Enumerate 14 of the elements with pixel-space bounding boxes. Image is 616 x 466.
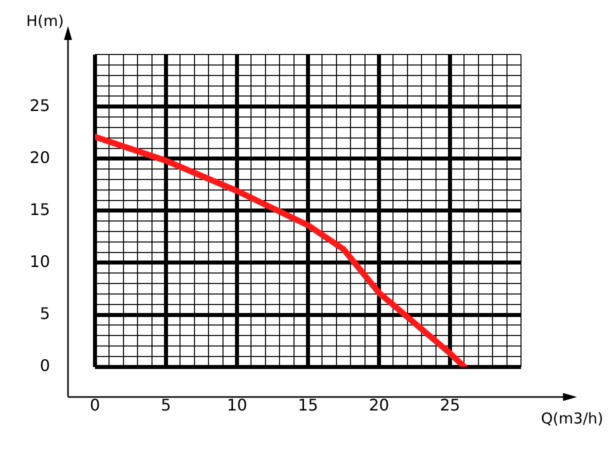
x-tick-label: 10 bbox=[226, 396, 248, 415]
y-axis-title: H(m) bbox=[26, 12, 64, 30]
y-tick-label: 5 bbox=[40, 304, 50, 323]
x-tick-label: 5 bbox=[160, 396, 172, 415]
y-tick-label: 25 bbox=[30, 96, 50, 115]
x-tick-label: 20 bbox=[368, 396, 390, 415]
x-tick-label: 0 bbox=[90, 396, 100, 415]
x-axis-title: Q(m3/h) bbox=[541, 410, 604, 428]
x-tick-label: 15 bbox=[298, 396, 318, 415]
x-tick-label: 25 bbox=[440, 396, 460, 415]
y-tick-label: 20 bbox=[30, 148, 50, 167]
y-tick-label: 10 bbox=[30, 252, 50, 271]
y-tick-label: 0 bbox=[40, 356, 50, 375]
y-tick-label: 15 bbox=[30, 200, 50, 219]
